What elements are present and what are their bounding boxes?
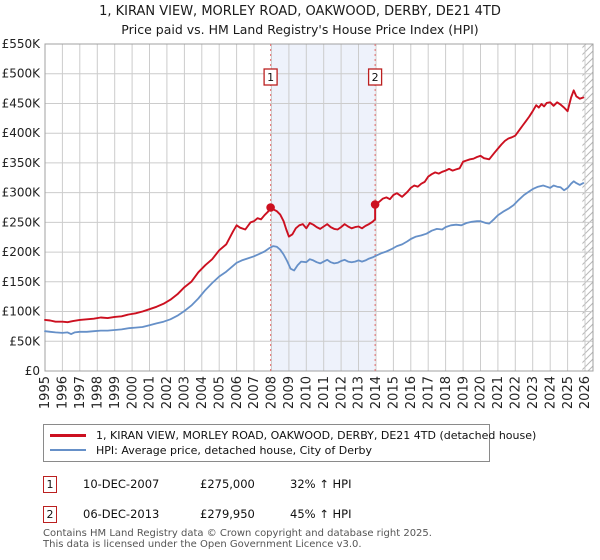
sale-vs-hpi: 32% ↑ HPI	[290, 477, 352, 491]
property-line	[44, 89, 585, 324]
svg-text:2012: 2012	[334, 376, 349, 409]
svg-text:2008: 2008	[265, 376, 280, 409]
svg-text:2015: 2015	[387, 376, 402, 409]
svg-text:2026: 2026	[578, 376, 593, 409]
footer-line2: This data is licensed under the Open Gov…	[43, 538, 362, 550]
sale-date: 10-DEC-2007	[83, 477, 160, 491]
svg-text:£450K: £450K	[2, 97, 42, 111]
future-hatch	[582, 44, 593, 371]
price-chart: 1 2 £0 £50K £100K £150K £200K £250K £300K £350K £4…	[2, 37, 594, 409]
svg-text:2018: 2018	[439, 376, 454, 409]
svg-text:2025: 2025	[561, 376, 576, 409]
svg-text:2009: 2009	[282, 376, 297, 409]
sale-number-label: 1	[267, 71, 274, 84]
chart-legend: 1, KIRAN VIEW, MORLEY ROAD, OAKWOOD, DER…	[43, 424, 536, 462]
legend-label: HPI: Average price, detached house, City…	[96, 443, 373, 457]
svg-text:£500K: £500K	[2, 67, 42, 81]
sale-marker-dot	[266, 203, 275, 212]
svg-text:2020: 2020	[474, 376, 489, 409]
svg-text:2001: 2001	[143, 376, 158, 409]
page-subtitle: Price paid vs. HM Land Registry's House …	[121, 22, 479, 37]
svg-text:2011: 2011	[317, 376, 332, 409]
svg-text:1997: 1997	[73, 376, 88, 409]
footer-line1: Contains HM Land Registry data © Crown c…	[43, 528, 432, 539]
svg-text:2007: 2007	[247, 376, 262, 409]
svg-text:2005: 2005	[212, 376, 227, 409]
svg-text:£300K: £300K	[2, 186, 42, 200]
svg-text:1996: 1996	[56, 376, 71, 409]
hpi-line-swatch	[50, 449, 86, 451]
svg-text:£400K: £400K	[2, 126, 42, 140]
svg-text:2017: 2017	[421, 376, 436, 409]
x-axis-labels: 1995 1996 1997 1998 1999 2000 2001 2002 2003 2004…	[38, 376, 593, 409]
sale-price: £275,000	[200, 477, 255, 491]
sale-price: £279,950	[200, 507, 255, 521]
page-title: 1, KIRAN VIEW, MORLEY ROAD, OAKWOOD, DER…	[99, 4, 501, 19]
sale-number-box	[263, 68, 278, 86]
svg-text:2002: 2002	[160, 376, 175, 409]
svg-text:£0: £0	[25, 364, 40, 378]
svg-text:2006: 2006	[230, 376, 245, 409]
between-sales-shade	[270, 44, 376, 371]
sale-number-label: 2	[372, 71, 379, 84]
svg-text:2022: 2022	[509, 376, 524, 409]
svg-text:£200K: £200K	[2, 245, 42, 259]
svg-text:2003: 2003	[178, 376, 193, 409]
svg-text:£250K: £250K	[2, 215, 42, 229]
svg-text:£150K: £150K	[2, 275, 42, 289]
svg-text:£550K: £550K	[2, 37, 42, 51]
hpi-line	[44, 180, 585, 335]
svg-text:2000: 2000	[125, 376, 140, 409]
sale-number-box	[367, 68, 383, 86]
plot-border	[44, 43, 594, 372]
svg-text:£50K: £50K	[9, 334, 41, 348]
legend-item-hpi: HPI: Average price, detached house, City…	[50, 443, 372, 457]
svg-text:2019: 2019	[456, 376, 471, 409]
svg-text:2016: 2016	[404, 376, 419, 409]
svg-text:2023: 2023	[526, 376, 541, 409]
sale-date: 06-DEC-2013	[83, 507, 160, 521]
svg-text:£100K: £100K	[2, 305, 42, 319]
legend-label: 1, KIRAN VIEW, MORLEY ROAD, OAKWOOD, DER…	[96, 428, 537, 442]
y-axis-labels: £0 £50K £100K £150K £200K £250K £300K £350K £400…	[2, 37, 42, 378]
sale-number-badge: 1	[43, 476, 57, 493]
property-line-swatch	[50, 433, 86, 437]
sale-marker-dot	[370, 200, 380, 209]
svg-text:2014: 2014	[369, 376, 384, 409]
svg-text:1999: 1999	[108, 376, 123, 409]
svg-text:2021: 2021	[491, 376, 506, 409]
legend-item-property: 1, KIRAN VIEW, MORLEY ROAD, OAKWOOD, DER…	[50, 428, 536, 442]
sale-vs-hpi: 45% ↑ HPI	[290, 507, 352, 521]
svg-text:£350K: £350K	[2, 156, 42, 170]
svg-text:1995: 1995	[38, 376, 53, 409]
svg-text:2004: 2004	[195, 376, 210, 409]
svg-text:2024: 2024	[543, 376, 558, 409]
svg-text:1998: 1998	[91, 376, 106, 409]
license-footer: Contains HM Land Registry data © Crown c…	[43, 528, 583, 550]
svg-text:2010: 2010	[300, 376, 315, 409]
sale-number-badge: 2	[43, 506, 57, 523]
svg-text:2013: 2013	[352, 376, 367, 409]
